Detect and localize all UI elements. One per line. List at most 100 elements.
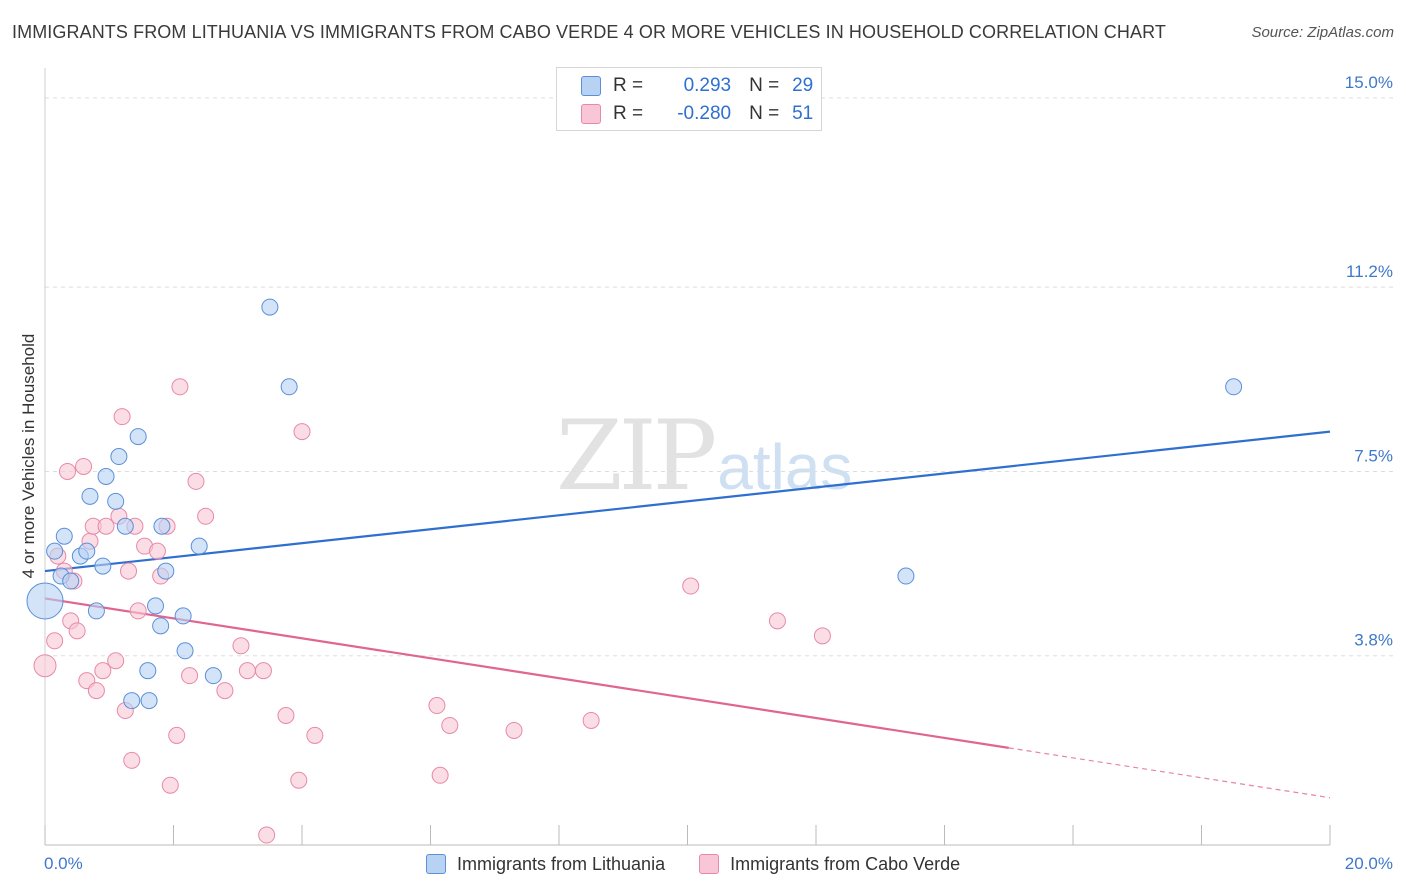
stats-row-caboverde: R = -0.280 N = 51: [581, 101, 813, 127]
data-point: [813, 627, 831, 645]
data-point: [129, 428, 147, 446]
data-point: [116, 517, 134, 535]
trend-line-solid: [44, 597, 1009, 749]
watermark-zip: ZIP: [556, 400, 717, 512]
data-point: [232, 637, 250, 655]
lithuania-swatch: [581, 76, 601, 96]
x-tick-label: 20.0%: [1345, 854, 1393, 873]
data-point: [441, 716, 459, 734]
data-point: [174, 607, 192, 625]
data-point: [277, 707, 295, 725]
data-point: [140, 692, 158, 710]
data-point: [123, 692, 141, 710]
data-point: [147, 597, 165, 615]
data-point: [157, 562, 175, 580]
trend-line-solid: [44, 430, 1331, 573]
data-point: [280, 378, 298, 396]
watermark: ZIPatlas: [556, 400, 852, 512]
data-point: [110, 448, 128, 466]
data-point: [68, 622, 86, 640]
data-point: [94, 557, 112, 575]
data-point: [682, 577, 700, 595]
data-point: [33, 654, 57, 678]
tick-labels: 3.8% 7.5% 11.2% 15.0% 0.0% 20.0% 4 or more Veh…: [19, 73, 1393, 873]
data-point: [46, 632, 64, 650]
data-point: [78, 542, 96, 560]
data-point: [258, 826, 276, 844]
data-point: [123, 751, 141, 769]
data-point: [129, 602, 147, 620]
data-point: [148, 542, 166, 560]
data-point: [1225, 378, 1243, 396]
legend-label-lithuania: Immigrants from Lithuania: [457, 853, 666, 874]
data-points: [26, 298, 1243, 844]
trend-lines: [44, 430, 1331, 799]
n-label: N =: [749, 103, 780, 124]
data-point: [120, 562, 138, 580]
data-point: [153, 517, 171, 535]
r-value: 0.293: [683, 75, 732, 96]
data-point: [113, 408, 131, 426]
data-point: [428, 697, 446, 715]
data-point: [107, 652, 125, 670]
data-point: [768, 612, 786, 630]
y-tick-label: 15.0%: [1345, 73, 1393, 92]
n-value: 29: [792, 75, 814, 96]
data-point: [139, 662, 157, 680]
data-point: [26, 582, 64, 620]
data-point: [62, 572, 80, 590]
y-tick-label: 3.8%: [1354, 631, 1393, 650]
data-point: [58, 462, 76, 480]
source-credit: Source: ZipAtlas.com: [1251, 24, 1394, 41]
data-point: [81, 487, 99, 505]
data-point: [46, 542, 64, 560]
data-point: [55, 527, 73, 545]
y-axis-label: 4 or more Vehicles in Household: [19, 334, 38, 579]
data-point: [238, 662, 256, 680]
data-point: [171, 378, 189, 396]
stats-row-lithuania: R = 0.293 N = 29: [581, 73, 813, 99]
data-point: [75, 457, 93, 475]
r-label: R =: [613, 75, 644, 96]
r-value: -0.280: [677, 103, 732, 124]
data-point: [431, 766, 449, 784]
y-tick-label: 7.5%: [1354, 446, 1393, 465]
y-tick-label: 11.2%: [1346, 262, 1393, 281]
data-point: [161, 776, 179, 794]
data-point: [261, 298, 279, 316]
n-label: N =: [749, 75, 780, 96]
data-point: [87, 602, 105, 620]
n-value: 51: [792, 103, 814, 124]
data-point: [306, 726, 324, 744]
data-point: [582, 711, 600, 729]
caboverde-swatch: [581, 104, 601, 124]
caboverde-legend-swatch: [699, 854, 720, 874]
data-point: [290, 771, 308, 789]
data-point: [87, 682, 105, 700]
series-legend: Immigrants from Lithuania Immigrants fro…: [426, 851, 960, 877]
trend-line-dashed: [1008, 747, 1331, 799]
data-point: [181, 667, 199, 685]
data-point: [107, 492, 125, 510]
data-point: [897, 567, 915, 585]
data-point: [97, 517, 115, 535]
chart-title: IMMIGRANTS FROM LITHUANIA VS IMMIGRANTS …: [12, 22, 1166, 42]
data-point: [97, 467, 115, 485]
data-point: [293, 423, 311, 441]
data-point: [505, 721, 523, 739]
data-point: [94, 662, 112, 680]
data-point: [204, 667, 222, 685]
axes: [44, 68, 1331, 846]
data-point: [216, 682, 234, 700]
grid-lines: [45, 97, 1393, 657]
data-point: [190, 537, 208, 555]
lithuania-legend-swatch: [426, 854, 446, 874]
r-label: R =: [613, 103, 644, 124]
legend-label-caboverde: Immigrants from Cabo Verde: [730, 853, 961, 874]
data-point: [187, 472, 205, 490]
data-point: [152, 617, 170, 635]
data-point: [254, 662, 272, 680]
stats-legend: R = 0.293 N = 29 R = -0.280 N = 51: [556, 67, 822, 131]
data-point: [197, 507, 215, 525]
